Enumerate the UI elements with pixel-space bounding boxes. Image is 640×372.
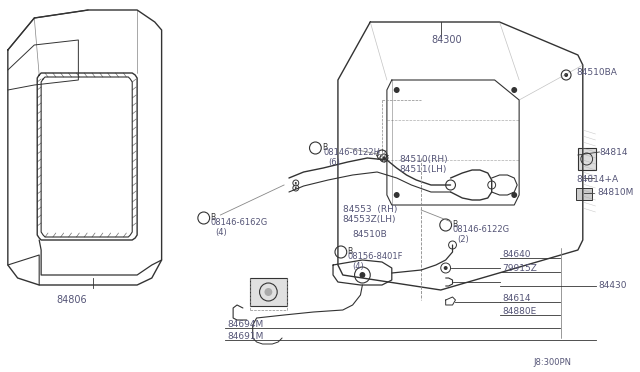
Text: B: B bbox=[211, 213, 216, 222]
Text: 84880E: 84880E bbox=[502, 307, 537, 316]
Text: 84510BA: 84510BA bbox=[576, 68, 617, 77]
Text: 84430: 84430 bbox=[598, 281, 627, 290]
Text: 84300: 84300 bbox=[431, 35, 461, 45]
Text: 08146-6122H: 08146-6122H bbox=[323, 148, 380, 157]
Circle shape bbox=[383, 157, 385, 160]
Text: 84640: 84640 bbox=[502, 250, 531, 259]
Text: 84814+A: 84814+A bbox=[576, 175, 618, 184]
Bar bbox=[576, 188, 591, 200]
Text: (4): (4) bbox=[353, 262, 364, 271]
Text: 84694M: 84694M bbox=[227, 320, 264, 329]
Bar bbox=[578, 148, 596, 170]
Text: (2): (2) bbox=[458, 235, 469, 244]
Text: 84510B: 84510B bbox=[353, 230, 387, 239]
Circle shape bbox=[295, 187, 297, 189]
Circle shape bbox=[564, 73, 568, 77]
Text: 84810M: 84810M bbox=[598, 188, 634, 197]
Circle shape bbox=[444, 266, 447, 270]
Circle shape bbox=[511, 87, 517, 93]
Circle shape bbox=[394, 87, 399, 93]
Text: 08156-8401F: 08156-8401F bbox=[348, 252, 403, 261]
Circle shape bbox=[295, 182, 297, 184]
Circle shape bbox=[394, 192, 399, 198]
Text: (6): (6) bbox=[328, 158, 340, 167]
Text: 84806: 84806 bbox=[57, 295, 88, 305]
Text: 84614: 84614 bbox=[502, 294, 531, 303]
Text: B: B bbox=[348, 247, 353, 256]
Text: 84691M: 84691M bbox=[227, 332, 264, 341]
Text: 84553  (RH): 84553 (RH) bbox=[343, 205, 397, 214]
Text: B: B bbox=[452, 220, 458, 229]
Text: 84510(RH): 84510(RH) bbox=[399, 155, 448, 164]
Circle shape bbox=[511, 192, 517, 198]
Circle shape bbox=[360, 272, 365, 278]
Text: 84553Z(LH): 84553Z(LH) bbox=[343, 215, 396, 224]
Text: 08146-6122G: 08146-6122G bbox=[452, 225, 509, 234]
Text: 08146-6162G: 08146-6162G bbox=[211, 218, 268, 227]
Text: 84814: 84814 bbox=[600, 148, 628, 157]
Text: (4): (4) bbox=[216, 228, 227, 237]
Bar bbox=[250, 278, 287, 306]
Text: 79915Z: 79915Z bbox=[502, 264, 538, 273]
Text: 84511(LH): 84511(LH) bbox=[399, 165, 447, 174]
Circle shape bbox=[264, 288, 272, 296]
Text: J8:300PN: J8:300PN bbox=[534, 358, 572, 367]
Text: B: B bbox=[323, 143, 328, 152]
